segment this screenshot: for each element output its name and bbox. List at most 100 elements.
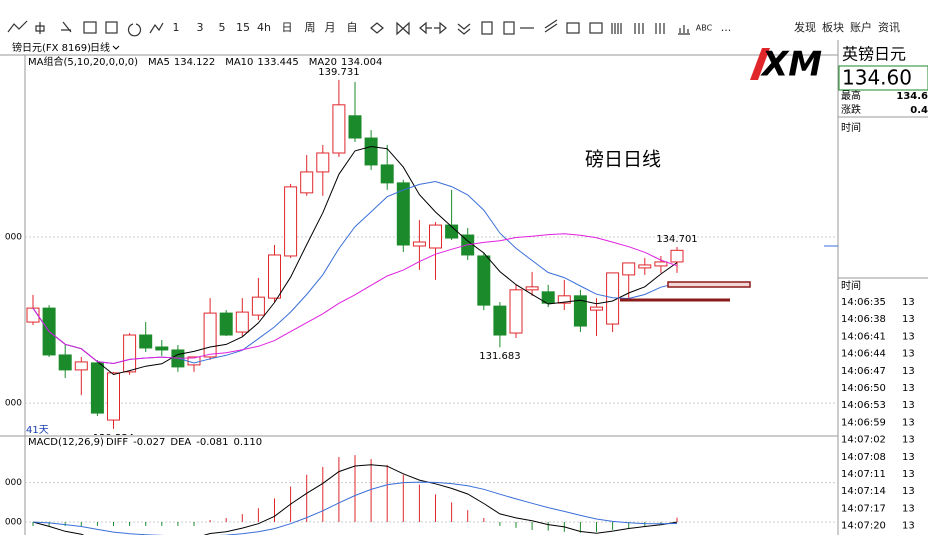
macd-legend: -0.081 xyxy=(196,437,228,448)
candle-body xyxy=(203,312,217,358)
tick-price: 13 xyxy=(902,503,915,514)
toolbar-button[interactable]: 日 xyxy=(282,21,293,34)
candle-body xyxy=(622,262,636,276)
y-tick-label: 000 xyxy=(5,399,22,409)
ma-line xyxy=(32,145,678,376)
candle-body xyxy=(477,255,491,306)
tick-price: 13 xyxy=(902,417,915,428)
candle-body xyxy=(573,295,587,327)
tick-time: 14:06:38 xyxy=(841,314,886,325)
tick-price: 13 xyxy=(902,383,915,394)
candle-body xyxy=(509,289,523,334)
candle-body xyxy=(557,295,571,304)
toolbar-button[interactable]: 4h xyxy=(257,21,271,34)
menu-item[interactable]: 资讯 xyxy=(878,21,900,34)
menu-item[interactable]: 发现 xyxy=(794,20,816,34)
candle-body xyxy=(268,254,281,299)
toolbar-button[interactable]: 15 xyxy=(236,21,250,34)
annotation: 磅日日线 xyxy=(585,149,661,171)
tick-time: 14:07:02 xyxy=(841,435,886,446)
tick-price: 13 xyxy=(902,521,915,532)
toolbar-button[interactable]: ABC xyxy=(696,24,713,33)
toolbar-button[interactable]: 3 xyxy=(197,21,204,34)
dea-line xyxy=(32,481,678,535)
high-label: 最高 xyxy=(841,89,861,102)
price-label: 134.701 xyxy=(656,234,697,245)
toolbar-button[interactable]: 月 xyxy=(325,21,336,34)
tick-time: 14:06:50 xyxy=(841,383,886,394)
days-label: 41天 xyxy=(26,425,49,436)
tick-time: 14:07:20 xyxy=(841,521,886,532)
candle-body xyxy=(316,152,330,173)
tick-time: 14:06:53 xyxy=(841,400,886,411)
toolbar-items: 1 3 5 15 4h 日周月自 ABC... 发现 板块 账户 资讯 xyxy=(173,20,901,34)
tick-price: 13 xyxy=(902,469,915,480)
tick-price: 13 xyxy=(902,435,915,446)
menu-item[interactable]: 板块 xyxy=(822,20,844,34)
toolbar-button[interactable]: 1 xyxy=(173,21,180,34)
toolbar-button[interactable]: 5 xyxy=(219,21,226,34)
macd-legend: DIFF xyxy=(106,437,128,448)
price-box xyxy=(838,65,928,91)
tick-price: 13 xyxy=(902,331,915,342)
candle-body xyxy=(235,311,249,333)
candle-body xyxy=(541,291,555,304)
macd-plot xyxy=(25,455,838,535)
candle-body xyxy=(284,186,298,257)
price-plot: 139.731 129.224 134.701 131.683 xyxy=(25,67,838,444)
ma-line xyxy=(32,233,678,365)
candle-body xyxy=(348,115,362,139)
dropdown-arrow xyxy=(112,45,120,50)
price-label: 129.224 xyxy=(93,433,134,444)
ma-name: MA20 xyxy=(309,57,337,68)
drawn-rect xyxy=(667,281,751,288)
toolbar-icons xyxy=(7,20,164,37)
chart-title: 镑日元(FX 8169) xyxy=(12,41,91,54)
tick-price: 13 xyxy=(902,486,915,497)
y-tick-label: 000 xyxy=(5,518,22,528)
y-tick-label: 000 xyxy=(5,478,22,488)
change-label: 涨跌 xyxy=(841,103,861,116)
tick-price: 13 xyxy=(902,400,915,411)
chart-header xyxy=(0,40,928,55)
candle-body xyxy=(332,104,346,154)
toolbar-button[interactable]: ... xyxy=(721,21,732,34)
price-label: 131.683 xyxy=(479,351,520,362)
price-label: 139.731 xyxy=(318,67,359,78)
candle-body xyxy=(590,306,603,311)
candle-body xyxy=(670,249,684,263)
tick-time: 14:07:11 xyxy=(841,469,886,480)
menu-item[interactable]: 账户 xyxy=(850,20,872,34)
candle-body xyxy=(493,305,507,336)
ma-value: 134.004 xyxy=(341,57,382,68)
candle-body xyxy=(58,354,72,371)
change-value: 0.4 xyxy=(910,105,928,116)
candle-body xyxy=(90,362,104,414)
toolbar-icons-2 xyxy=(370,19,690,36)
high-value: 134.6 xyxy=(896,91,928,102)
y-tick-label: 000 xyxy=(5,233,22,243)
period[interactable]: 日线 xyxy=(90,41,110,54)
symbol-name: 英镑日元 xyxy=(842,45,906,64)
candle-body xyxy=(74,361,88,371)
tick-time: 14:06:35 xyxy=(841,297,886,308)
candle-body xyxy=(123,334,137,373)
tick-time: 14:06:44 xyxy=(841,349,886,360)
toolbar-button[interactable]: 周 xyxy=(305,21,316,34)
tick-time: 14:06:47 xyxy=(841,366,886,377)
tick-price: 13 xyxy=(902,297,915,308)
tick-time: 14:07:08 xyxy=(841,452,886,463)
logo: XM xyxy=(760,45,822,85)
macd-legend: 0.110 xyxy=(234,437,263,448)
last-price: 134.60 xyxy=(842,66,912,90)
candle-body xyxy=(429,224,442,249)
candle-body xyxy=(654,261,668,267)
diff-line xyxy=(32,464,678,535)
candle-body xyxy=(300,171,314,194)
toolbar-button[interactable]: 自 xyxy=(347,21,358,34)
tick-price: 13 xyxy=(902,452,915,463)
ma-value: 134.122 xyxy=(174,57,215,68)
